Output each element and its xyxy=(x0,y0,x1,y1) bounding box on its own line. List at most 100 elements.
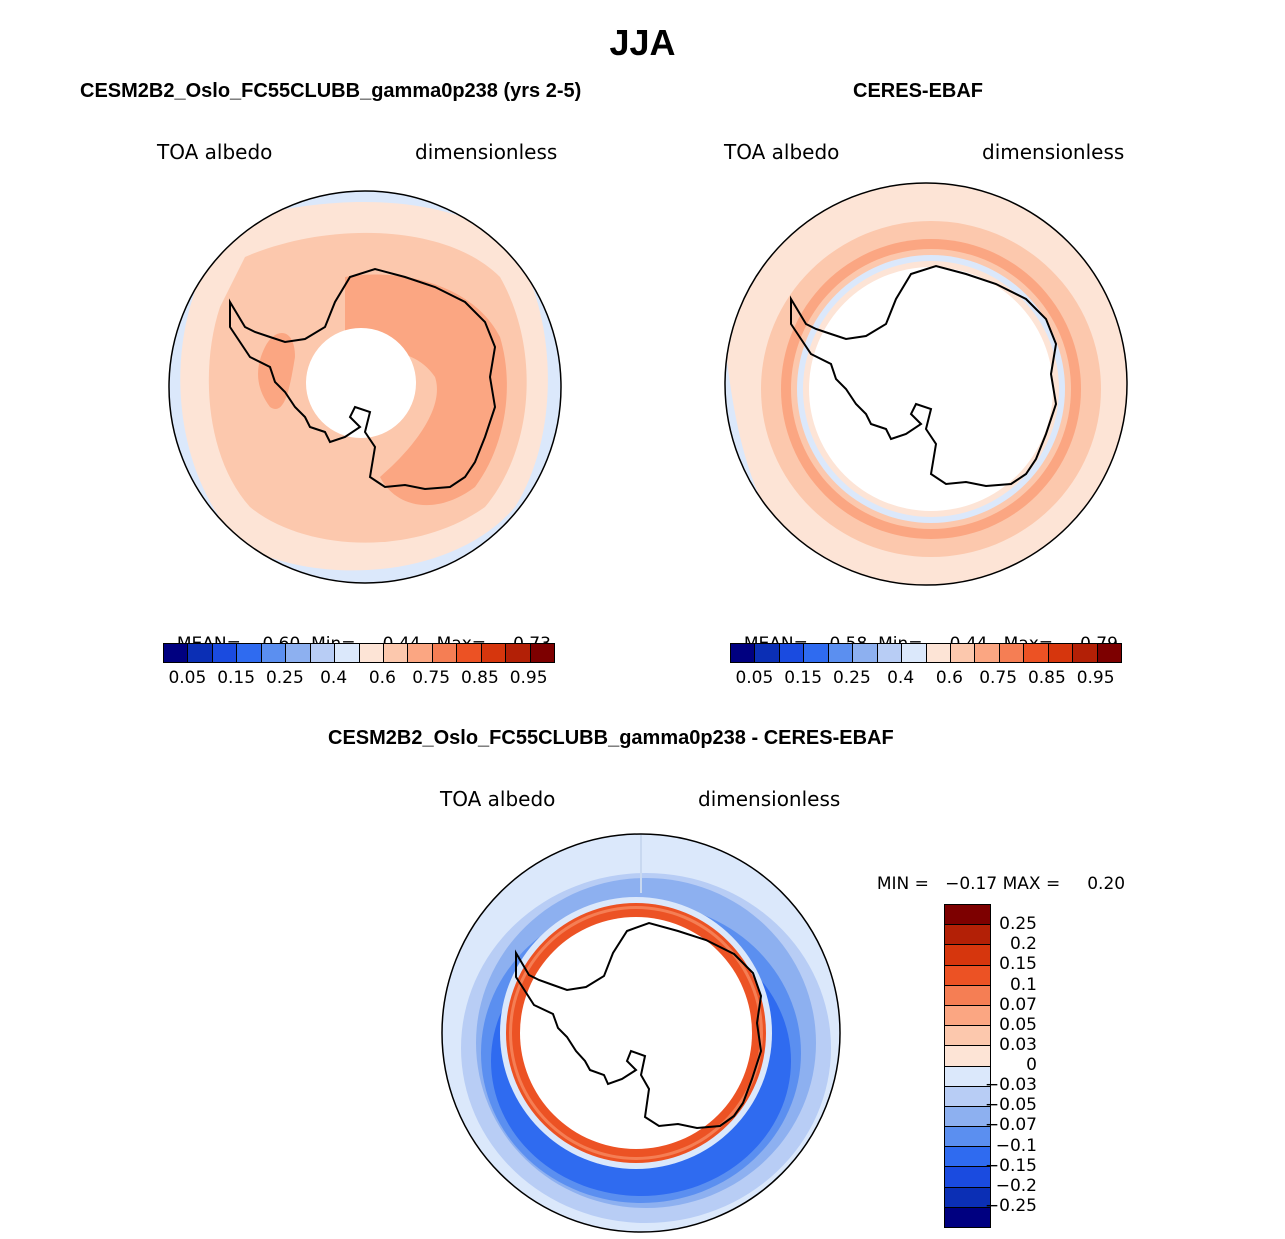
colorbar-tick-label: 0.6 xyxy=(935,668,963,688)
colorbar-swatch xyxy=(945,1207,990,1227)
obs-polar-map xyxy=(724,182,1128,586)
colorbar-swatch xyxy=(755,644,780,662)
colorbar-swatch xyxy=(530,644,554,662)
colorbar-tick-label: 0.03 xyxy=(999,1034,1037,1055)
colorbar-tick-label: −0.03 xyxy=(984,1075,1037,1096)
colorbar-swatch xyxy=(1048,644,1074,662)
colorbar-tick-label: 0.75 xyxy=(979,668,1018,688)
colorbar-tick-label: −0.07 xyxy=(984,1115,1037,1136)
colorbar-tick-label: −0.1 xyxy=(995,1135,1037,1156)
colorbar-swatch xyxy=(926,644,951,662)
colorbar-swatch xyxy=(945,925,990,946)
diff-min-label: MIN = xyxy=(876,874,929,894)
colorbar-tick-label: 0.4 xyxy=(320,668,348,688)
colorbar-swatch xyxy=(481,644,507,662)
diff-polar-map xyxy=(441,833,841,1233)
colorbar-swatch xyxy=(383,644,409,662)
colorbar-swatch xyxy=(945,1187,990,1208)
diff-colorbar xyxy=(944,904,991,1228)
colorbar-swatch xyxy=(975,644,1000,662)
colorbar-tick-label: 0.25 xyxy=(999,914,1037,935)
obs-variable-label: TOA albedo xyxy=(724,140,840,164)
diff-units-label: dimensionless xyxy=(698,787,841,811)
colorbar-tick-label: 0.05 xyxy=(168,668,207,688)
colorbar-swatch xyxy=(945,945,990,966)
model-variable-label: TOA albedo xyxy=(157,140,273,164)
antarctica-coastline xyxy=(515,921,763,1130)
colorbar-tick-label: 0.85 xyxy=(1027,668,1066,688)
colorbar-tick-label: 0.25 xyxy=(265,668,304,688)
figure-title: JJA xyxy=(609,22,676,63)
diff-max-value: 0.20 xyxy=(1087,874,1126,894)
colorbar-swatch xyxy=(432,644,458,662)
colorbar-swatch xyxy=(902,644,927,662)
colorbar-swatch xyxy=(828,644,854,662)
colorbar-tick-label: 0.25 xyxy=(832,668,871,688)
colorbar-swatch xyxy=(1073,644,1098,662)
colorbar-tick-label: 0.2 xyxy=(1009,934,1037,955)
colorbar-tick-label: 0.75 xyxy=(412,668,451,688)
colorbar-swatch xyxy=(945,1066,990,1087)
colorbar-tick-label: 0.15 xyxy=(999,954,1037,975)
colorbar-tick-label: 0.95 xyxy=(509,668,548,688)
colorbar-swatch xyxy=(999,644,1025,662)
colorbar-swatch xyxy=(945,1167,990,1188)
colorbar-tick-label: 0.85 xyxy=(460,668,499,688)
colorbar-tick-label: 0.15 xyxy=(217,668,256,688)
colorbar-swatch xyxy=(945,905,990,926)
colorbar-swatch xyxy=(804,644,829,662)
colorbar-swatch xyxy=(945,965,990,986)
colorbar-swatch xyxy=(1024,644,1049,662)
colorbar-swatch xyxy=(945,1127,990,1148)
antarctica-coastline xyxy=(790,264,1058,488)
colorbar-swatch xyxy=(164,644,189,662)
colorbar-swatch xyxy=(731,644,756,662)
colorbar-swatch xyxy=(359,644,384,662)
obs-panel-title: CERES-EBAF xyxy=(853,80,984,102)
colorbar-swatch xyxy=(212,644,238,662)
diff-panel-title: CESM2B2_Oslo_FC55CLUBB_gamma0p238 - CERE… xyxy=(328,727,894,749)
colorbar-tick-label: 0.15 xyxy=(784,668,823,688)
antarctica-coastline xyxy=(229,267,497,491)
colorbar-swatch xyxy=(945,1026,990,1047)
colorbar-swatch xyxy=(335,644,360,662)
colorbar-swatch xyxy=(853,644,878,662)
colorbar-swatch xyxy=(310,644,336,662)
colorbar-tick-label: 0.05 xyxy=(735,668,774,688)
colorbar-swatch xyxy=(237,644,262,662)
colorbar-swatch xyxy=(945,1086,990,1107)
colorbar-tick-label: 0.6 xyxy=(368,668,396,688)
colorbar-swatch xyxy=(877,644,903,662)
colorbar-swatch xyxy=(945,1147,990,1168)
colorbar-tick-label: −0.25 xyxy=(984,1195,1037,1216)
colorbar-swatch xyxy=(950,644,976,662)
obs-colorbar xyxy=(730,643,1122,663)
colorbar-tick-label: 0.05 xyxy=(999,1014,1037,1035)
colorbar-swatch xyxy=(779,644,805,662)
obs-units-label: dimensionless xyxy=(982,140,1125,164)
colorbar-swatch xyxy=(188,644,213,662)
colorbar-tick-label: 0.1 xyxy=(1009,974,1037,995)
colorbar-swatch xyxy=(286,644,311,662)
colorbar-tick-label: −0.15 xyxy=(984,1155,1037,1176)
colorbar-tick-label: 0.4 xyxy=(887,668,915,688)
colorbar-swatch xyxy=(506,644,531,662)
colorbar-tick-label: 0.07 xyxy=(999,994,1037,1015)
colorbar-swatch xyxy=(457,644,482,662)
colorbar-tick-label: −0.05 xyxy=(984,1095,1037,1116)
diff-min-value: −0.17 xyxy=(945,874,998,894)
colorbar-swatch xyxy=(1097,644,1121,662)
colorbar-swatch xyxy=(945,1106,990,1128)
colorbar-tick-label: 0 xyxy=(1026,1055,1037,1075)
diff-max-label: MAX = xyxy=(1002,874,1061,894)
colorbar-swatch xyxy=(945,1046,990,1067)
colorbar-swatch xyxy=(261,644,287,662)
diff-variable-label: TOA albedo xyxy=(440,787,556,811)
model-polar-map xyxy=(168,190,562,584)
colorbar-swatch xyxy=(945,1005,990,1027)
colorbar-swatch xyxy=(408,644,433,662)
colorbar-tick-label: 0.95 xyxy=(1076,668,1115,688)
model-units-label: dimensionless xyxy=(415,140,558,164)
model-colorbar xyxy=(163,643,555,663)
colorbar-swatch xyxy=(945,985,990,1006)
